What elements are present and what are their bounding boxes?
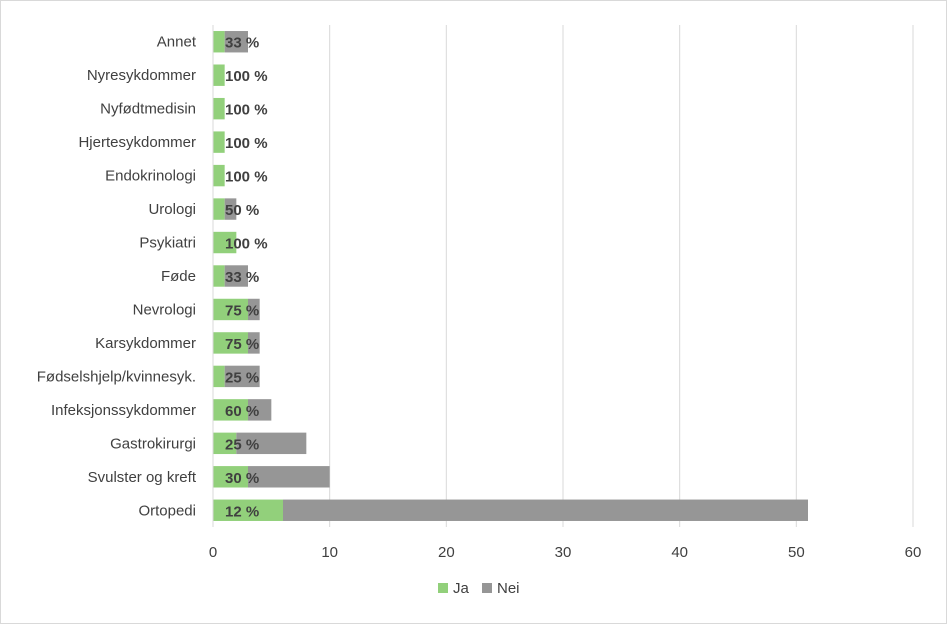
data-label: 100 % [225,68,268,85]
legend-label-nei: Nei [497,580,520,597]
data-label: 25 % [225,436,259,453]
axes: 0 10 20 30 40 50 60 [209,25,922,561]
bar-ja-1 [213,64,225,86]
bar-ja-9 [213,332,248,354]
x-tick-label-0: 0 [209,544,217,561]
x-tick-label-40: 40 [671,544,688,561]
data-label: 50 % [225,202,259,219]
bar-nei-5 [224,198,237,220]
bar-ja-3 [213,131,225,153]
bar-ja-13 [213,466,248,488]
data-label: 30 % [225,470,259,487]
bar-nei-12 [236,432,307,455]
data-label: 12 % [225,503,259,520]
bar-nei-13 [248,466,330,488]
data-label: 75 % [225,302,259,319]
category-label: Føde [161,268,196,285]
x-tick-label-60: 60 [905,544,922,561]
x-tick-label-50: 50 [788,544,805,561]
bar-nei-7 [224,265,248,287]
data-label: 60 % [225,403,259,420]
bar-nei-0 [224,31,248,53]
data-label: 25 % [225,369,259,386]
data-label: 33 % [225,35,259,52]
legend-label-ja: Ja [453,580,470,597]
bars [213,31,808,521]
bar-ja-6 [213,231,237,254]
category-label: Urologi [148,201,196,218]
category-label: Nevrologi [133,301,196,318]
bar-nei-14 [283,499,808,521]
data-label: 100 % [225,135,268,152]
data-label: 100 % [225,169,268,186]
legend-swatch-ja [438,583,448,593]
category-label: Psykiatri [139,235,196,252]
category-label: Nyresykdommer [87,67,196,84]
category-label: Ortopedi [138,502,196,519]
bar-ja-0 [213,31,225,53]
category-label: Nyfødtmedisin [100,101,196,118]
category-label: Fødselshjelp/kvinnesyk. [37,368,196,385]
category-label: Karsykdommer [95,335,196,352]
bar-nei-10 [224,365,260,388]
x-tick-label-30: 30 [555,544,572,561]
data-label: 100 % [225,102,268,119]
bar-ja-11 [213,399,248,421]
category-label: Gastrokirurgi [110,435,196,452]
bar-ja-5 [213,198,225,220]
category-label: Svulster og kreft [88,469,197,486]
bar-nei-9 [248,332,260,354]
category-label: Endokrinologi [105,168,196,185]
bar-ja-8 [213,298,248,321]
legend: Ja Nei [438,580,520,597]
data-labels: 33 % 100 % 100 % 100 % 100 % 50 % 100 % 33 % 75 … [225,35,268,521]
bar-nei-11 [248,399,272,421]
x-tick-label-10: 10 [321,544,338,561]
category-label: Annet [157,34,197,51]
x-tick-label-20: 20 [438,544,455,561]
gridlines [329,25,914,527]
bar-ja-4 [213,164,225,187]
bar-ja-12 [213,432,237,455]
bar-ja-7 [213,265,225,287]
category-label: Infeksjonssykdommer [51,402,196,419]
bar-ja-10 [213,365,225,388]
data-label: 33 % [225,269,259,286]
data-label: 75 % [225,336,259,353]
bar-ja-2 [213,97,225,120]
bar-nei-8 [248,298,260,321]
category-label: Hjertesykdommer [78,134,196,151]
category-labels: Annet Nyresykdommer Nyfødtmedisin Hjertesyk… [37,34,197,520]
bar-ja-14 [213,499,283,521]
legend-swatch-nei [482,583,492,593]
data-label: 100 % [225,236,268,253]
